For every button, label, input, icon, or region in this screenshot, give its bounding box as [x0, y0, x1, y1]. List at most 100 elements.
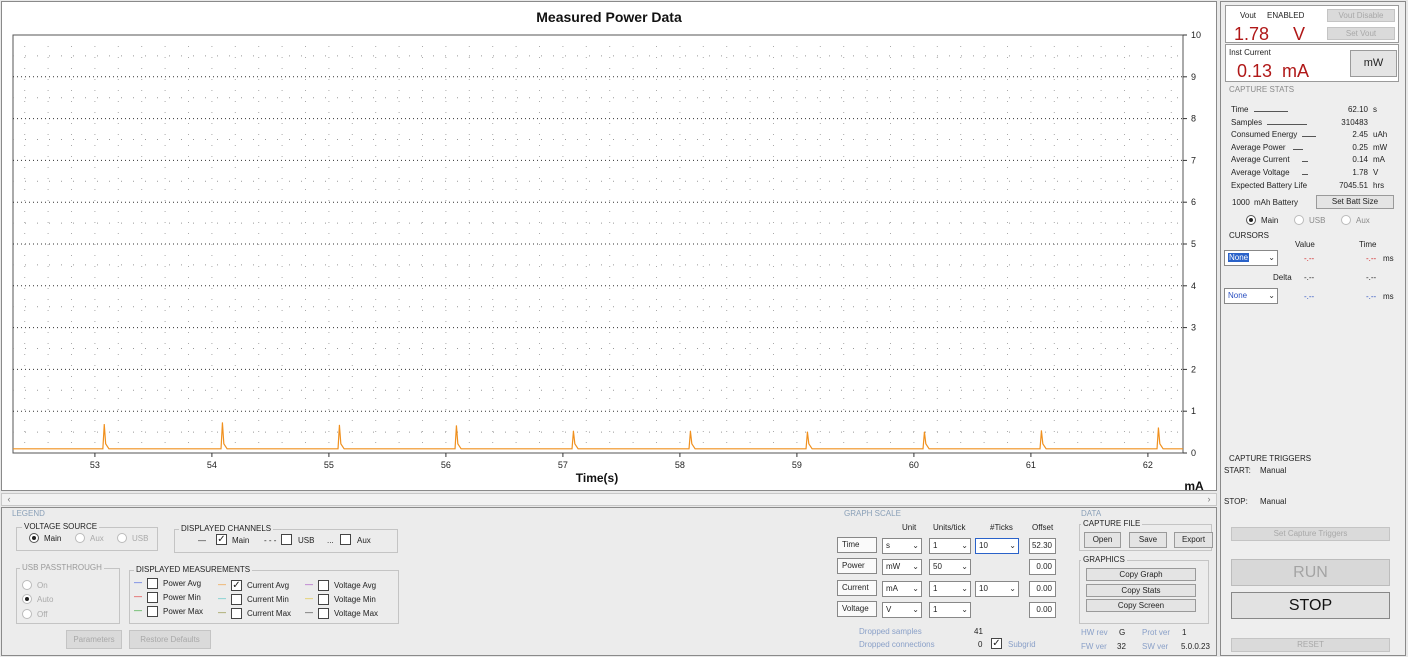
pt-on-radio[interactable] [22, 580, 32, 590]
stat-leader-line [1301, 161, 1308, 163]
cursor1-select-value: None [1228, 253, 1250, 262]
channel-usb-checkbox[interactable] [281, 534, 292, 545]
stats-source-usb-radio[interactable] [1294, 215, 1304, 225]
reset-button[interactable]: RESET [1231, 638, 1390, 652]
stat-leader-line [1301, 136, 1316, 138]
power-avg-checkbox[interactable] [147, 578, 158, 589]
copy-stats-button[interactable]: Copy Stats [1086, 584, 1196, 597]
restore-defaults-button[interactable]: Restore Defaults [129, 630, 211, 649]
voltage-min-checkbox[interactable] [318, 594, 329, 605]
stats-source-aux-radio[interactable] [1341, 215, 1351, 225]
set-vout-button[interactable]: Set Vout [1327, 27, 1395, 40]
current-upt-select[interactable]: 1 ⌄ [929, 581, 971, 597]
voltage-max-line-sample: — [305, 608, 313, 617]
save-button[interactable]: Save [1129, 532, 1167, 548]
mw-toggle-button[interactable]: mW [1350, 50, 1397, 77]
trigger-stop-label: STOP: [1224, 497, 1248, 506]
cursor2-select[interactable]: None ⌄ [1224, 288, 1278, 304]
pt-off-radio[interactable] [22, 609, 32, 619]
power-min-checkbox[interactable] [147, 592, 158, 603]
pt-off-label: Off [37, 610, 48, 619]
stats-source-aux-label: Aux [1356, 216, 1370, 225]
channel-aux-label: Aux [357, 536, 371, 545]
current-ticks-select[interactable]: 10 ⌄ [975, 581, 1019, 597]
chevron-down-icon: ⌄ [1268, 253, 1275, 262]
copy-graph-button[interactable]: Copy Graph [1086, 568, 1196, 581]
stat-value: 7045.51 [1339, 180, 1368, 190]
fw-ver-label: FW ver [1081, 642, 1107, 651]
stat-leader-line [1292, 148, 1303, 150]
open-button[interactable]: Open [1084, 532, 1121, 548]
y-tick-label: 3 [1191, 323, 1196, 333]
cursor1-time: -.-- [1366, 254, 1377, 263]
x-tick-label: 57 [558, 460, 568, 470]
vs-aux-radio[interactable] [75, 533, 85, 543]
col-ticks-header: #Ticks [990, 523, 1013, 532]
power-offset-field[interactable]: 0.00 [1029, 559, 1056, 575]
channel-aux-checkbox[interactable] [340, 534, 351, 545]
chevron-down-icon: ⌄ [1009, 584, 1016, 593]
power-unit-select[interactable]: mW ⌄ [882, 559, 922, 575]
current-unit-select[interactable]: mA ⌄ [882, 581, 922, 597]
legend-section-title: LEGEND [12, 509, 45, 518]
inst-current-value: 0.13 [1237, 61, 1273, 81]
time-unit-select[interactable]: s ⌄ [882, 538, 922, 554]
spike-point [1157, 427, 1160, 429]
current-min-label: Current Min [247, 595, 289, 604]
voltage-offset-field[interactable]: 0.00 [1029, 602, 1056, 618]
stop-button[interactable]: STOP [1231, 592, 1390, 619]
export-button[interactable]: Export [1174, 532, 1213, 548]
horizontal-scrollbar[interactable]: ‹ › [1, 493, 1217, 506]
voltage-avg-checkbox[interactable] [318, 580, 329, 591]
current-max-checkbox[interactable] [231, 608, 242, 619]
power-upt-select[interactable]: 50 ⌄ [929, 559, 971, 575]
col-units-tick-header: Units/tick [933, 523, 966, 532]
voltage-upt-select[interactable]: 1 ⌄ [929, 602, 971, 618]
time-ticks-select[interactable]: 10 ⌄ [975, 538, 1019, 554]
chevron-down-icon: ⌄ [912, 562, 919, 571]
x-tick-label: 55 [324, 460, 334, 470]
voltage-upt-value: 1 [933, 605, 938, 614]
y-tick-label: 4 [1191, 281, 1196, 291]
time-offset-field[interactable]: 52.30 [1029, 538, 1056, 554]
channel-main-checkbox[interactable]: ✓ [216, 534, 227, 545]
stats-source-main-label: Main [1261, 216, 1279, 225]
power-unit-value: mW [886, 562, 901, 571]
run-button[interactable]: RUN [1231, 559, 1390, 586]
y-tick-label: 10 [1191, 30, 1201, 40]
power-max-checkbox[interactable] [147, 606, 158, 617]
subgrid-checkbox[interactable]: ✓ [991, 638, 1002, 649]
stats-source-main-radio[interactable] [1246, 215, 1256, 225]
cursor1-select[interactable]: None ⌄ [1224, 250, 1278, 266]
power-chart[interactable]: Measured Power Data 53 54 55 56 57 58 59 60 61 62… [2, 2, 1218, 492]
spike-point [689, 430, 692, 432]
stat-value: 0.14 [1352, 155, 1368, 165]
x-tick-label: 59 [792, 460, 802, 470]
prot-ver-value: 1 [1182, 628, 1187, 637]
current-avg-checkbox[interactable]: ✓ [231, 580, 242, 591]
pt-auto-radio[interactable] [22, 594, 32, 604]
voltage-max-checkbox[interactable] [318, 608, 329, 619]
time-unit-value: s [886, 541, 890, 550]
vs-usb-radio[interactable] [117, 533, 127, 543]
copy-screen-button[interactable]: Copy Screen [1086, 599, 1196, 612]
current-offset-field[interactable]: 0.00 [1029, 581, 1056, 597]
channel-main-label: Main [232, 536, 250, 545]
voltage-unit-select[interactable]: V ⌄ [882, 602, 922, 618]
vout-disable-button[interactable]: Vout Disable [1327, 9, 1395, 22]
set-batt-size-button[interactable]: Set Batt Size [1316, 195, 1394, 209]
vs-main-radio[interactable] [29, 533, 39, 543]
set-capture-triggers-button[interactable]: Set Capture Triggers [1231, 527, 1390, 541]
scroll-right-icon[interactable]: › [1207, 494, 1211, 504]
graph-scale-section-title: GRAPH SCALE [844, 509, 901, 518]
current-min-checkbox[interactable] [231, 594, 242, 605]
chevron-down-icon: ⌄ [912, 541, 919, 550]
scroll-left-icon[interactable]: ‹ [7, 494, 11, 504]
current-avg-label: Current Avg [247, 581, 290, 590]
parameters-button[interactable]: Parameters [66, 630, 122, 649]
voltage-unit-value: V [886, 605, 892, 614]
time-upt-select[interactable]: 1 ⌄ [929, 538, 971, 554]
stat-leader-line [1267, 123, 1308, 125]
x-tick-label: 62 [1143, 460, 1153, 470]
spike-point [455, 425, 458, 427]
